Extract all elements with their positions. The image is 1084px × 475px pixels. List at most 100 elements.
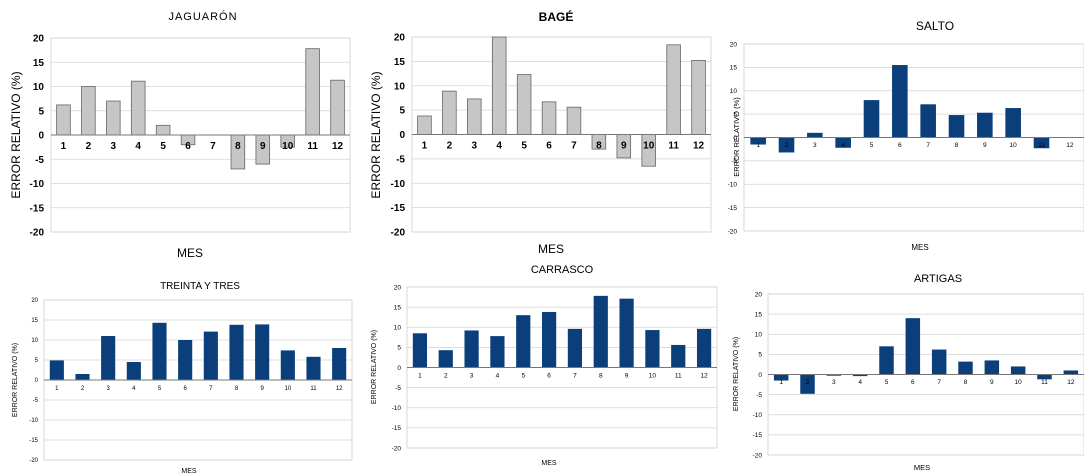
- y-tick-label: 20: [755, 291, 763, 298]
- x-tick-label: 3: [470, 373, 474, 380]
- x-tick-label: 5: [870, 142, 874, 149]
- bar-10: [280, 350, 295, 380]
- y-axis-label: ERROR RELATIVO (%): [369, 71, 383, 198]
- bar-11: [306, 356, 321, 380]
- bar-8: [229, 324, 244, 380]
- y-tick-label: -10: [392, 405, 402, 412]
- bar-5: [863, 100, 880, 138]
- x-tick-label: 12: [700, 373, 708, 380]
- x-tick-label: 6: [185, 141, 191, 152]
- bar-2: [442, 90, 457, 135]
- chart-jaguaron: JAGUARÓN ERROR RELATIVO (%) MES -20 -15 -1…: [9, 10, 351, 260]
- x-tick-label: 9: [260, 141, 266, 152]
- bar-12: [696, 328, 712, 368]
- x-tick-label: 8: [596, 141, 602, 152]
- bar-5: [155, 124, 171, 136]
- y-tick-label: 20: [730, 41, 738, 48]
- x-tick-label: 8: [235, 386, 239, 392]
- bar-4: [835, 137, 851, 148]
- x-tick-label: 11: [1041, 379, 1048, 386]
- bar-2: [778, 137, 795, 153]
- bar-1: [56, 104, 71, 136]
- x-tick-label: 3: [832, 379, 836, 386]
- chart-title: SALTO: [916, 19, 954, 33]
- x-axis-label: MES: [538, 242, 564, 256]
- x-tick-label: 11: [310, 386, 317, 392]
- x-tick-label: 12: [1067, 379, 1075, 386]
- chart-carrasco: CARRASCO ERROR RELATIVO (%) MES -20 -15 -1…: [371, 264, 718, 467]
- bar-10: [1005, 108, 1021, 138]
- bar-9: [984, 360, 1000, 375]
- x-tick-label: 10: [284, 386, 291, 392]
- x-tick-label: 4: [135, 141, 141, 152]
- bar-9: [977, 112, 993, 138]
- y-tick-label: 15: [394, 57, 406, 68]
- bar-11: [666, 44, 681, 135]
- x-tick-label: 8: [599, 373, 603, 380]
- x-tick-label: 2: [81, 386, 85, 392]
- y-tick-label: -10: [29, 418, 38, 424]
- x-tick-label: 3: [106, 386, 110, 392]
- x-tick-label: 4: [841, 142, 845, 149]
- x-tick-label: 4: [858, 379, 862, 386]
- y-axis-label: ERROR RELATIVO (%): [371, 330, 378, 404]
- chart-title: CARRASCO: [531, 264, 594, 276]
- bar-4: [852, 374, 868, 377]
- x-tick-label: 7: [937, 379, 941, 386]
- x-tick-label: 2: [444, 373, 448, 380]
- y-tick-label: -20: [30, 228, 45, 239]
- bar-11: [671, 344, 686, 368]
- y-tick-label: -15: [728, 205, 738, 212]
- bar-8: [593, 295, 608, 368]
- y-tick-label: 10: [730, 88, 738, 95]
- bar-10: [645, 330, 660, 368]
- y-tick-label: 10: [394, 81, 406, 92]
- x-tick-label: 5: [521, 373, 525, 380]
- bar-12: [330, 79, 345, 136]
- bar-11: [1037, 374, 1052, 380]
- x-tick-label: 12: [332, 141, 344, 152]
- y-tick-label: -10: [391, 179, 406, 190]
- y-tick-label: 0: [35, 378, 39, 384]
- y-tick-label: -20: [392, 445, 402, 452]
- y-tick-label: -10: [30, 179, 45, 190]
- x-tick-label: 11: [307, 141, 318, 152]
- bar-7: [920, 104, 936, 138]
- bar-11: [1033, 137, 1050, 149]
- chart-title: BAGÉ: [539, 9, 574, 24]
- bar-9: [619, 298, 634, 368]
- bar-5: [516, 74, 532, 135]
- y-tick-label: 15: [394, 304, 402, 311]
- bar-1: [417, 115, 432, 135]
- y-tick-label: 10: [33, 82, 45, 93]
- x-tick-label: 7: [573, 373, 577, 380]
- bar-1: [773, 374, 789, 381]
- chart-treinta-y-tres: TREINTA Y TRES ERROR RELATIVO (%) MES -2…: [12, 281, 353, 475]
- x-tick-label: 6: [546, 141, 552, 152]
- x-tick-label: 11: [668, 141, 679, 152]
- y-tick-label: 15: [730, 65, 738, 72]
- bar-8: [948, 115, 965, 138]
- x-tick-label: 10: [1015, 379, 1023, 386]
- bar-7: [566, 106, 582, 135]
- y-tick-label: 10: [755, 332, 763, 339]
- x-tick-label: 5: [158, 386, 162, 392]
- x-tick-label: 4: [496, 373, 500, 380]
- y-tick-label: 0: [38, 131, 44, 142]
- y-tick-label: -20: [728, 228, 738, 235]
- bar-3: [826, 374, 842, 376]
- x-tick-label: 1: [779, 379, 783, 386]
- y-tick-label: -15: [30, 203, 45, 214]
- chart-artigas: ARTIGAS ERROR RELATIVO (%) MES -20 -15 -10…: [733, 273, 1084, 472]
- x-tick-label: 6: [911, 379, 915, 386]
- bar-3: [464, 330, 479, 368]
- x-tick-label: 10: [1010, 142, 1018, 149]
- bar-5: [879, 346, 894, 375]
- y-tick-label: -5: [731, 158, 737, 165]
- bar-3: [467, 98, 482, 135]
- bar-6: [892, 65, 908, 138]
- x-tick-label: 3: [472, 141, 478, 152]
- y-tick-label: 15: [31, 318, 38, 324]
- y-tick-label: -5: [756, 392, 762, 399]
